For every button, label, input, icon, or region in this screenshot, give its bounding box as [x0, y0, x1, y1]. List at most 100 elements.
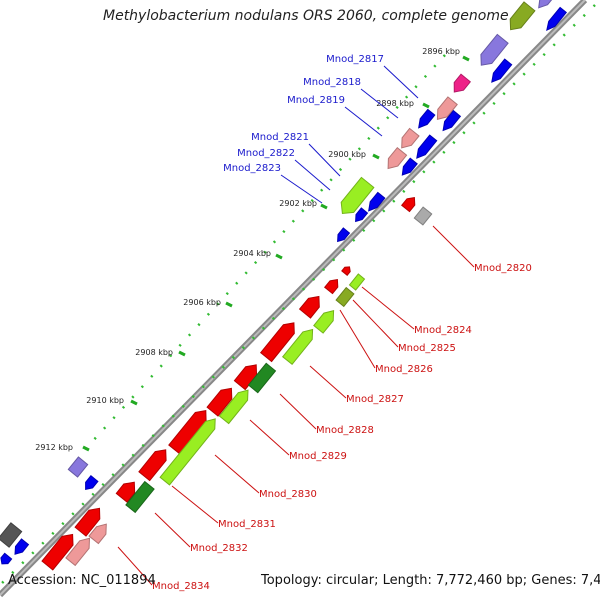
gene-feature: [0, 552, 13, 565]
gene-label: Mnod_2821: [251, 132, 309, 143]
gene-feature: [509, 1, 536, 31]
gene-leader-line: [361, 286, 415, 330]
gene-label: Mnod_2826: [375, 364, 433, 375]
gene-feature: [401, 157, 418, 176]
gene-label: Mnod_2822: [237, 148, 295, 159]
gene-feature: [355, 207, 369, 223]
ruler-tick-label: 2906 kbp: [183, 298, 221, 307]
gene-feature: [138, 449, 167, 482]
ruler-tick-label: 2912 kbp: [35, 443, 73, 452]
gene-feature: [0, 522, 23, 548]
gene-label: Mnod_2819: [287, 95, 345, 106]
gene-leader-line: [214, 454, 260, 494]
gene-feature: [14, 538, 30, 555]
gene-feature: [453, 73, 472, 93]
gene-feature: [418, 108, 436, 129]
gene-feature: [335, 286, 355, 308]
gene-label: Mnod_2830: [259, 489, 317, 500]
ruler-tick-label: 2898 kbp: [376, 99, 414, 108]
gene-leader-line: [432, 225, 475, 268]
ruler-tick: [462, 55, 470, 62]
gene-feature: [546, 6, 568, 31]
gene-feature: [323, 279, 339, 295]
gene-feature: [416, 134, 438, 159]
gene-feature: [480, 33, 509, 66]
ruler-tick-label: 2904 kbp: [233, 249, 271, 258]
gene-feature: [298, 295, 320, 319]
gene-feature: [413, 206, 433, 226]
gene-feature: [115, 481, 136, 503]
gene-feature: [341, 266, 351, 277]
gene-label: Mnod_2827: [346, 394, 404, 405]
genome-summary: Topology: circular; Length: 7,772,460 bp…: [261, 573, 600, 588]
ruler-tick: [275, 253, 283, 260]
gene-feature: [281, 328, 314, 366]
ruler-tick: [82, 445, 90, 452]
gene-leader-line: [154, 512, 191, 548]
gene-label: Mnod_2820: [474, 263, 532, 274]
ruler-tick: [422, 102, 430, 109]
ruler-tick-label: 2900 kbp: [328, 150, 366, 159]
gene-label: Mnod_2828: [316, 425, 374, 436]
gene-leader-line: [249, 419, 290, 456]
gene-leader-line: [339, 309, 376, 369]
gene-feature: [41, 533, 74, 571]
gene-leader-line: [308, 143, 341, 177]
gene-feature: [387, 146, 408, 170]
ruler-tick: [130, 399, 138, 406]
gene-leader-line: [352, 299, 399, 348]
gene-leader-line: [171, 485, 219, 524]
gene-feature: [400, 197, 416, 213]
ruler-tick: [178, 350, 186, 357]
ruler-tick-label: 2902 kbp: [279, 199, 317, 208]
gene-label: Mnod_2823: [223, 163, 281, 174]
genome-backbone-highlight: [0, 0, 586, 596]
ruler-tick-label: 2910 kbp: [86, 396, 124, 405]
gene-feature: [401, 127, 420, 149]
accession-label: Accession: NC_011894: [8, 573, 156, 588]
gene-label: Mnod_2817: [326, 54, 384, 65]
gene-feature: [206, 387, 233, 417]
gene-leader-line: [294, 159, 331, 191]
gene-label: Mnod_2818: [303, 77, 361, 88]
ruler-tick: [320, 203, 328, 210]
gene-label: Mnod_2825: [398, 343, 456, 354]
gene-leader-line: [360, 88, 399, 119]
gene-label: Mnod_2832: [190, 543, 248, 554]
gene-feature: [218, 389, 249, 425]
gene-feature: [340, 176, 375, 215]
gene-leader-line: [280, 174, 323, 204]
gene-feature: [65, 537, 91, 567]
gene-leader-line: [344, 106, 383, 137]
gene-feature: [88, 523, 107, 545]
gene-leader-line: [279, 393, 317, 430]
gene-feature: [247, 362, 277, 394]
ruler-tick: [372, 153, 380, 160]
ruler-tick-label: 2908 kbp: [135, 348, 173, 357]
ruler-tick-label: 2896 kbp: [422, 47, 460, 56]
ruler-tick: [225, 301, 233, 308]
gene-feature: [348, 273, 366, 291]
gene-feature: [125, 480, 155, 514]
gene-label: Mnod_2829: [289, 451, 347, 462]
gene-feature: [259, 322, 295, 363]
gene-label: Mnod_2834: [152, 581, 210, 592]
gene-feature: [337, 227, 351, 243]
gene-feature: [442, 109, 462, 132]
map-title: Methylobacterium nodulans ORS 2060, comp…: [103, 8, 509, 24]
gene-feature: [313, 310, 335, 334]
gene-leader-line: [309, 365, 347, 399]
gene-feature: [368, 191, 386, 212]
gene-feature: [159, 418, 216, 486]
gene-feature: [85, 474, 99, 491]
gene-feature: [74, 507, 101, 537]
gene-feature: [67, 456, 89, 478]
gene-feature: [491, 58, 513, 83]
gene-leader-line: [117, 546, 153, 586]
gene-feature: [436, 96, 458, 120]
gene-label: Mnod_2824: [414, 325, 472, 336]
gene-feature: [538, 0, 553, 9]
gene-leader-line: [383, 65, 419, 99]
